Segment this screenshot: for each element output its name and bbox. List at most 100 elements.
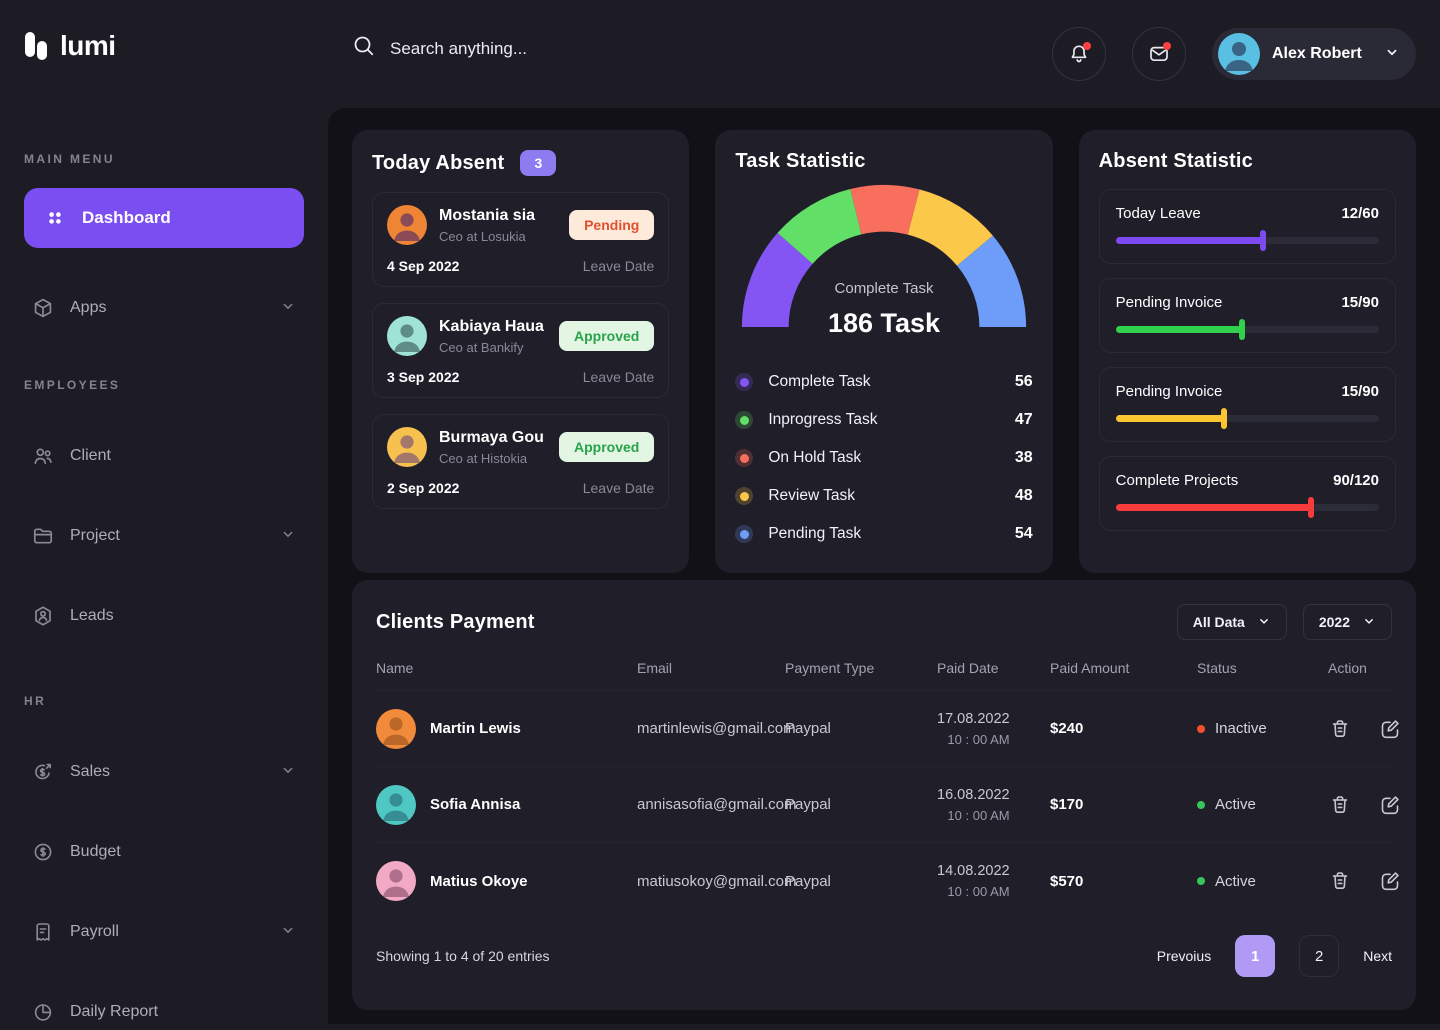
nav-section-employees: EMPLOYEES: [24, 378, 121, 392]
sidebar-item-label: Apps: [70, 299, 107, 316]
today-absent-card: Today Absent 3 Mostania sia Ceo at Losuk…: [352, 130, 690, 573]
app-logo: lumi: [24, 28, 116, 64]
chevron-down-icon: [280, 526, 296, 547]
legend-dot: [739, 415, 749, 425]
legend-label: Inprogress Task: [768, 411, 878, 428]
legend-value: 47: [1014, 411, 1033, 428]
sidebar-item-dashboard[interactable]: Dashboard: [24, 188, 304, 248]
gauge-svg: [741, 184, 1027, 328]
notifications-button[interactable]: [1052, 27, 1106, 81]
search-input[interactable]: [390, 38, 670, 59]
stat-value: 90/120: [1333, 472, 1379, 489]
absent-list-item: Kabiaya Haua Ceo at Bankify Approved 3 S…: [372, 303, 670, 398]
sidebar-item-daily-report[interactable]: Daily Report: [24, 994, 304, 1030]
avatar: [376, 708, 416, 749]
paid-date: 16.08.2022 10 : 00 AM: [937, 786, 1010, 823]
absent-date: 2 Sep 2022: [387, 480, 460, 496]
legend-row: Review Task 48: [735, 477, 1033, 515]
stat-box: Complete Projects 90/120: [1098, 456, 1396, 531]
lumi-logo-icon: [25, 32, 47, 60]
page-button-1[interactable]: 1: [1235, 935, 1276, 977]
edit-button[interactable]: [1378, 869, 1402, 893]
col-name: Name: [376, 660, 414, 676]
sidebar: lumi MAIN MENU Dashboard Apps EMPLOYEES …: [0, 0, 328, 1024]
status: Inactive: [1197, 720, 1328, 737]
user-menu[interactable]: Alex Robert: [1212, 28, 1416, 80]
chevron-down-icon: [1384, 44, 1400, 65]
search-bar[interactable]: [352, 34, 670, 63]
status-badge: Approved: [558, 432, 655, 462]
stat-label: Pending Invoice: [1115, 294, 1223, 311]
edit-button[interactable]: [1378, 793, 1402, 817]
bell-icon: [1071, 45, 1087, 63]
absent-name: Mostania sia: [439, 206, 536, 224]
stat-label: Complete Projects: [1115, 472, 1239, 489]
sidebar-item-label: Project: [70, 527, 120, 544]
filter-all-data-select[interactable]: All Data: [1176, 604, 1287, 640]
sidebar-item-label: Leads: [70, 607, 114, 624]
filter-label: All Data: [1192, 614, 1245, 630]
nav-section-hr: HR: [24, 694, 47, 708]
progress-thumb[interactable]: [1239, 319, 1246, 340]
stat-value: 15/90: [1341, 294, 1379, 311]
trash-icon: [1332, 795, 1348, 813]
sidebar-item-label: Payroll: [70, 923, 119, 940]
chevron-down-icon: [280, 762, 296, 783]
page-button-2[interactable]: 2: [1299, 935, 1340, 977]
client-name: Martin Lewis: [430, 720, 521, 737]
legend-label: On Hold Task: [768, 449, 862, 466]
sidebar-nav: MAIN MENU Dashboard Apps EMPLOYEES Clien…: [24, 108, 304, 1030]
previous-page-button[interactable]: Prevoius: [1156, 948, 1212, 964]
sidebar-item-payroll[interactable]: Payroll: [24, 914, 304, 950]
sidebar-item-apps[interactable]: Apps: [24, 290, 304, 326]
trash-icon: [1332, 719, 1348, 737]
status-dot: [1197, 800, 1205, 809]
sidebar-item-client[interactable]: Client: [24, 438, 304, 474]
progress-bar[interactable]: [1115, 408, 1379, 429]
sidebar-item-budget[interactable]: Budget: [24, 834, 304, 870]
today-absent-title: Today Absent: [372, 151, 505, 174]
legend-dot-ring: [735, 411, 754, 429]
sidebar-item-sales[interactable]: Sales: [24, 754, 304, 790]
sales-dollar-arrow-icon: [32, 761, 54, 783]
sidebar-item-project[interactable]: Project: [24, 518, 304, 554]
messages-button[interactable]: [1132, 27, 1186, 81]
client-email: annisasofia@gmail.com: [637, 796, 797, 813]
legend-row: On Hold Task 38: [735, 439, 1033, 477]
sidebar-item-label: Budget: [70, 843, 121, 860]
delete-button[interactable]: [1328, 869, 1352, 893]
sidebar-item-leads[interactable]: Leads: [24, 598, 304, 634]
user-name: Alex Robert: [1272, 45, 1362, 62]
logo-text: lumi: [60, 30, 116, 61]
col-status: Status: [1197, 660, 1237, 676]
trash-icon: [1332, 872, 1348, 889]
chevron-down-icon: [280, 922, 296, 943]
progress-bar[interactable]: [1115, 230, 1379, 251]
users-icon: [32, 445, 54, 467]
payroll-receipt-icon: [32, 921, 54, 943]
gauge-center-label: Complete Task: [834, 280, 934, 297]
leave-date-label: Leave Date: [582, 480, 655, 496]
progress-thumb[interactable]: [1260, 230, 1267, 251]
task-statistic-title: Task Statistic: [735, 150, 866, 172]
progress-thumb[interactable]: [1307, 497, 1314, 518]
progress-thumb[interactable]: [1220, 408, 1227, 429]
legend-dot: [739, 529, 749, 539]
next-page-button[interactable]: Next: [1363, 948, 1392, 964]
lead-person-icon: [32, 605, 54, 627]
delete-button[interactable]: [1328, 793, 1352, 817]
edit-button[interactable]: [1378, 717, 1402, 741]
status-badge: Approved: [558, 321, 655, 351]
progress-bar[interactable]: [1115, 497, 1379, 518]
legend-value: 56: [1014, 373, 1033, 390]
col-email: Email: [637, 660, 673, 676]
progress-bar[interactable]: [1115, 319, 1379, 340]
client-name: Matius Okoye: [430, 872, 528, 890]
filter-year-select[interactable]: 2022: [1302, 604, 1392, 640]
stat-label: Pending Invoice: [1115, 383, 1223, 400]
legend-dot: [739, 377, 749, 387]
sidebar-item-label: Daily Report: [70, 1003, 159, 1020]
delete-button[interactable]: [1328, 717, 1352, 741]
stat-box: Today Leave 12/60: [1098, 189, 1396, 264]
avatar: [387, 427, 427, 467]
